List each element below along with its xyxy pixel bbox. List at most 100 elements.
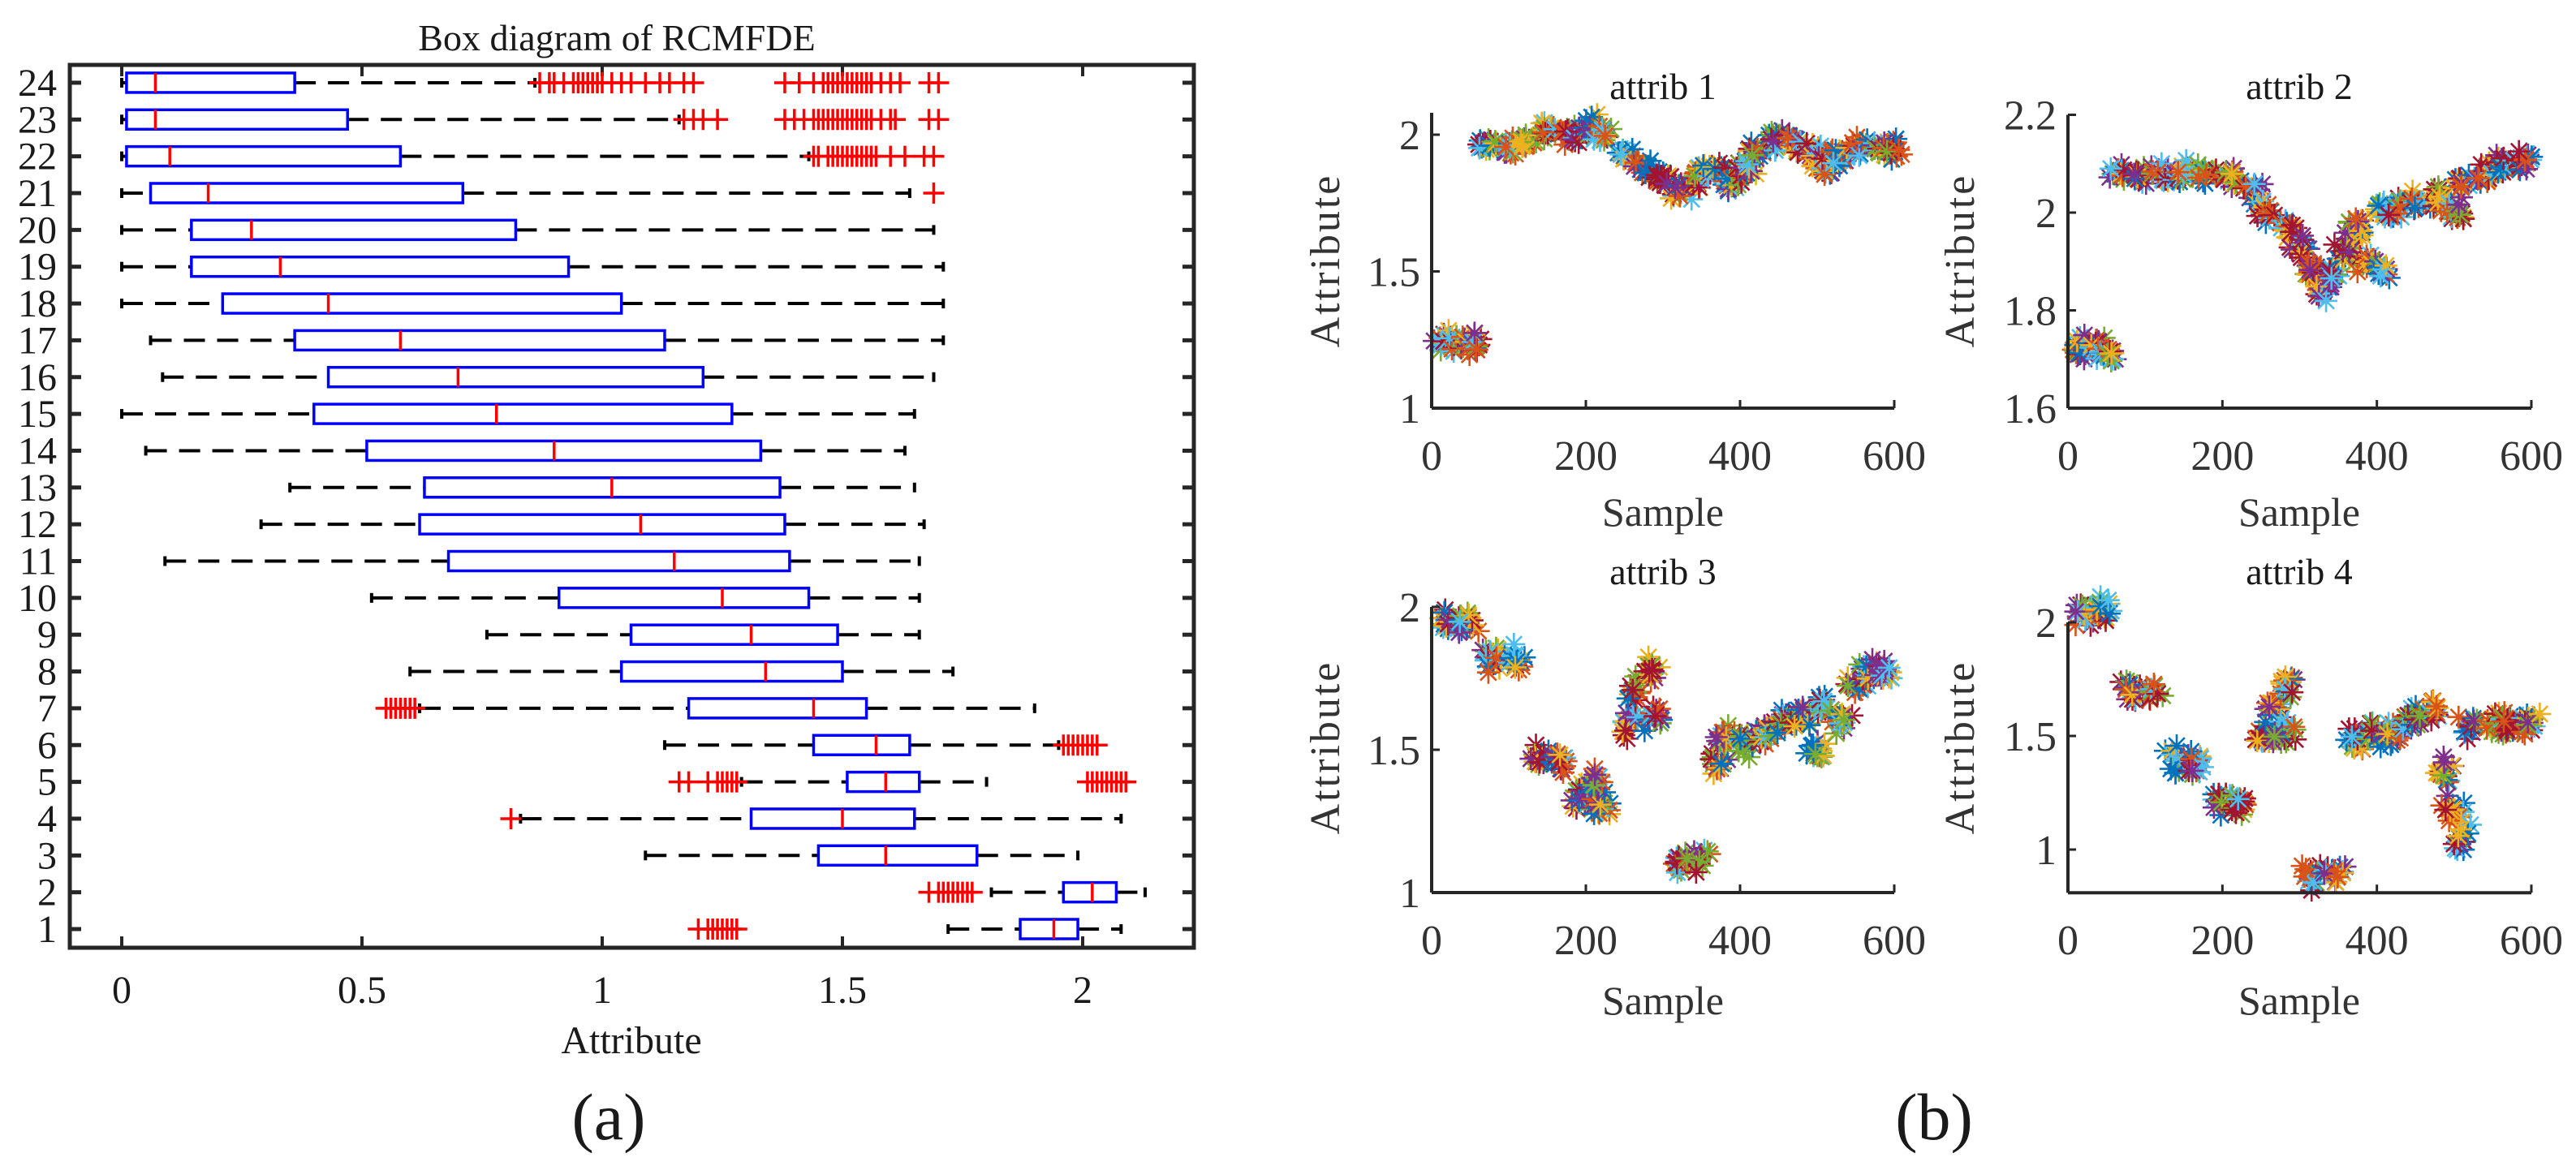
scatter-point: [2142, 673, 2165, 696]
scatter-point: [1661, 183, 1685, 206]
box-iqr: [816, 844, 979, 867]
x-tick-label: 200: [1554, 433, 1618, 480]
scatter-point: [1854, 655, 1878, 678]
scatter-point: [2514, 148, 2537, 172]
scatter-point: [2408, 704, 2432, 728]
y-tick-label: 18: [18, 282, 57, 325]
scatter-point: [2404, 695, 2427, 718]
scatter-point: [2319, 260, 2342, 283]
subplot-y-axis-label: Attribute: [1303, 660, 1349, 835]
scatter-subplot-attrib-2: attrib 2 Sample Attribute 0 200 400 600 1.6 1…: [1937, 66, 2563, 535]
scatter-point: [2232, 790, 2255, 813]
scatter-point: [1776, 127, 1799, 150]
scatter-point: [2496, 708, 2519, 731]
scatter-points: [2064, 585, 2552, 902]
scatter-point: [1636, 708, 1660, 732]
panel-label-b: (b): [1895, 1080, 1973, 1154]
y-tick-label: 4: [37, 798, 57, 841]
scatter-point: [2446, 824, 2470, 848]
scatter-point: [1634, 161, 1657, 184]
scatter-point: [2210, 790, 2234, 814]
scatter-point: [2096, 588, 2120, 612]
scatter-point: [2326, 865, 2350, 888]
scatter-point: [2279, 686, 2302, 709]
outlier-marker: [404, 697, 426, 719]
scatter-point: [1532, 127, 1556, 151]
scatter-point: [2221, 784, 2244, 807]
scatter-point: [2064, 613, 2087, 637]
scatter-point: [1668, 184, 1691, 208]
scatter-point: [2456, 822, 2479, 845]
scatter-point: [2516, 711, 2539, 734]
scatter-point: [1708, 756, 1731, 780]
scatter-point: [1811, 147, 1834, 170]
scatter-point: [1611, 720, 1635, 743]
scatter-point: [1881, 137, 1905, 161]
scatter-point: [2449, 818, 2473, 841]
outlier-marker: [885, 109, 907, 131]
scatter-point: [2220, 162, 2243, 186]
outlier-marker: [683, 71, 704, 93]
scatter-point: [2331, 239, 2354, 263]
scatter-point: [2389, 196, 2412, 219]
scatter-point: [1614, 701, 1638, 725]
scatter-point: [1660, 187, 1683, 210]
scatter-point: [1648, 697, 1671, 721]
scatter-point: [1543, 118, 1566, 141]
scatter-point: [2366, 256, 2389, 279]
scatter-point: [2150, 152, 2173, 175]
scatter-point: [1770, 118, 1794, 142]
scatter-point: [2263, 725, 2286, 748]
scatter-point: [1612, 148, 1635, 171]
scatter-point: [2112, 158, 2135, 182]
scatter-point: [1638, 660, 1661, 683]
scatter-point: [2225, 801, 2248, 824]
subplot-title: attrib 1: [1609, 66, 1717, 107]
scatter-point: [2449, 174, 2473, 198]
scatter-point: [1621, 678, 1644, 702]
scatter-point: [2099, 157, 2122, 180]
scatter-point: [1499, 647, 1523, 670]
scatter-point: [1588, 793, 1612, 816]
scatter-point: [2492, 710, 2515, 734]
scatter-point: [1622, 155, 1646, 179]
scatter-point: [1695, 840, 1719, 863]
scatter-point: [1621, 137, 1644, 161]
scatter-point: [1531, 121, 1555, 144]
y-tick-label: 1: [2035, 828, 2057, 874]
scatter-point: [1624, 665, 1648, 688]
scatter-point: [1643, 704, 1667, 728]
y-tick-label: 1.6: [2004, 386, 2057, 432]
scatter-point: [1732, 739, 1755, 763]
scatter-point: [2088, 595, 2112, 618]
scatter-point: [1591, 118, 1614, 142]
scatter-point: [1849, 137, 1872, 161]
scatter-point: [1674, 841, 1697, 865]
outlier-marker: [500, 807, 522, 829]
scatter-point: [2293, 865, 2316, 888]
scatter-point: [1876, 140, 1899, 163]
scatter-point: [2324, 871, 2348, 894]
outlier-marker: [928, 109, 950, 131]
scatter-point: [1624, 151, 1648, 174]
outlier-marker: [1086, 734, 1108, 756]
scatter-point: [1553, 133, 1577, 157]
scatter-point: [2188, 760, 2211, 784]
scatter-point: [2344, 207, 2367, 230]
scatter-point: [1783, 714, 1807, 738]
x-tick-label: 600: [1863, 433, 1926, 480]
scatter-point: [1808, 688, 1832, 712]
scatter-point: [1847, 677, 1871, 700]
box-iqr: [149, 182, 465, 204]
scatter-point: [1667, 845, 1691, 869]
scatter-point: [2432, 751, 2456, 774]
scatter-point: [2427, 175, 2450, 199]
scatter-point: [2369, 265, 2393, 288]
scatter-point: [1820, 140, 1843, 164]
scatter-point: [1675, 846, 1699, 870]
scatter-point: [1437, 613, 1460, 636]
outlier-marker: [678, 771, 700, 793]
scatter-point: [2354, 244, 2378, 268]
scatter-point: [2376, 722, 2399, 746]
scatter-point: [1716, 748, 1739, 772]
